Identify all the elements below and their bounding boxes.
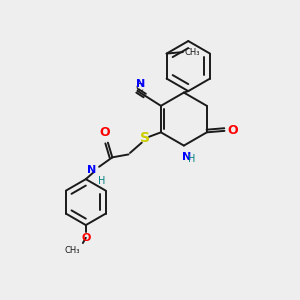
Text: C: C xyxy=(136,83,143,94)
Text: O: O xyxy=(227,124,238,137)
Text: O: O xyxy=(100,126,110,139)
Text: H: H xyxy=(188,154,196,164)
Text: CH₃: CH₃ xyxy=(184,48,200,57)
Text: H: H xyxy=(98,176,106,186)
Text: O: O xyxy=(81,233,91,243)
Text: S: S xyxy=(140,131,150,145)
Text: CH₃: CH₃ xyxy=(64,246,80,255)
Text: N: N xyxy=(182,152,191,162)
Text: N: N xyxy=(136,79,145,89)
Text: N: N xyxy=(87,165,96,175)
